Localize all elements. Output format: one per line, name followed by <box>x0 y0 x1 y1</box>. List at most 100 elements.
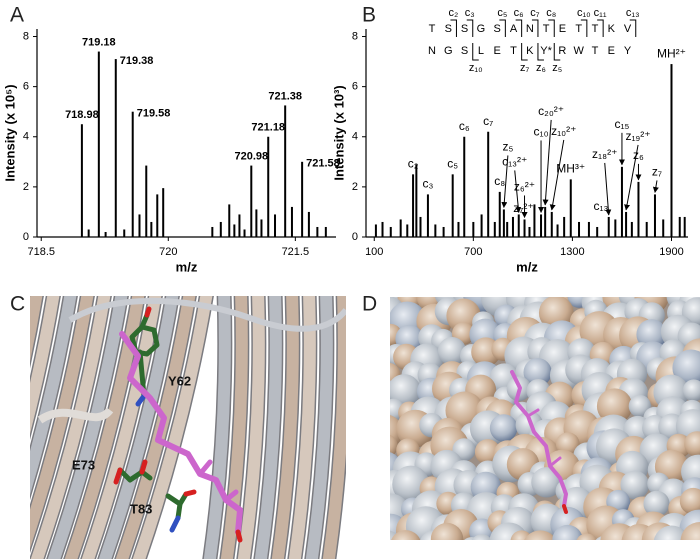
peak <box>419 216 422 237</box>
residue: Y <box>624 45 632 57</box>
ion-label: c₆ <box>459 119 470 133</box>
ion-label: z₁₀²⁺ <box>551 124 576 138</box>
ion-label: z₆²⁺ <box>514 180 535 194</box>
surface-atom <box>684 431 700 457</box>
surface-atom <box>576 533 597 540</box>
residue: Y* <box>540 45 552 57</box>
peak <box>150 221 153 237</box>
y-tick-label: 2 <box>352 181 358 193</box>
peak <box>219 221 222 237</box>
peak <box>284 105 287 237</box>
ion-label: z₇ <box>652 165 662 179</box>
peak <box>637 181 640 237</box>
y-tick-label: 6 <box>23 81 29 93</box>
residue: W <box>574 45 585 57</box>
peak <box>415 164 418 237</box>
ligand <box>510 370 568 508</box>
y-tick-label: 4 <box>352 131 358 143</box>
y-tick-label: 8 <box>23 30 29 42</box>
residue-stick <box>223 489 239 503</box>
residue: L <box>478 45 484 57</box>
peak-label: 721.58 <box>306 158 340 170</box>
peak <box>374 224 377 237</box>
c-bracket <box>450 19 457 37</box>
peak <box>211 226 214 237</box>
peak <box>145 165 148 237</box>
structure-label: E73 <box>72 457 95 472</box>
peak <box>316 226 319 237</box>
c-ion: c₁₀ <box>577 7 591 19</box>
peak <box>472 221 475 237</box>
residue: T <box>510 45 517 57</box>
peak-label: 720.98 <box>234 150 268 162</box>
strand <box>30 296 94 549</box>
surface-atom <box>552 524 583 540</box>
peak <box>301 161 304 237</box>
surface-atom <box>653 525 690 540</box>
ion-arrow <box>549 139 565 211</box>
structure-cartoon <box>0 292 346 559</box>
peak <box>578 221 581 237</box>
x-tick-label: 721.5 <box>282 246 310 258</box>
peak <box>556 224 559 237</box>
ion-arrow <box>624 144 639 211</box>
x-tick-label: 100 <box>365 246 383 258</box>
residue: S <box>461 23 468 35</box>
residue-stick <box>197 459 213 477</box>
peak-label: 719.58 <box>137 108 171 120</box>
residue-stick <box>139 459 148 475</box>
peak <box>442 226 445 237</box>
c-ion: c₁₃ <box>626 7 640 19</box>
residue: N <box>526 23 534 35</box>
peak <box>324 226 327 237</box>
peak <box>653 194 656 237</box>
ion-arrow <box>514 170 522 214</box>
peak <box>255 209 258 237</box>
ion-label: MH²⁺ <box>657 46 686 60</box>
strand <box>0 292 20 559</box>
c-bracket <box>531 19 539 37</box>
ion-arrow <box>604 162 612 216</box>
ion-arrow <box>652 180 659 193</box>
residue: E <box>494 45 501 57</box>
peak <box>114 59 117 237</box>
c-ion: c₁₁ <box>594 7 607 19</box>
peak <box>104 231 107 237</box>
peak <box>540 214 543 237</box>
x-tick-label: 720 <box>159 246 177 258</box>
peak <box>596 226 599 237</box>
residue: N <box>428 45 436 57</box>
strand <box>47 296 128 559</box>
residue-stick <box>183 489 197 497</box>
peak <box>645 221 648 237</box>
peak <box>97 51 100 238</box>
ion-label: c₂₀²⁺ <box>538 104 564 118</box>
surface-atom <box>391 530 421 540</box>
z-ion: z₇ <box>520 62 530 74</box>
peak <box>620 166 623 237</box>
surface-atom <box>523 358 552 387</box>
surface-atom <box>679 487 700 515</box>
z-ion: z₅ <box>552 62 562 74</box>
peak <box>267 136 270 237</box>
c-bracket <box>466 19 474 37</box>
strand <box>322 296 346 559</box>
peak <box>662 219 665 237</box>
peak <box>511 216 514 237</box>
residue-stick <box>129 324 160 357</box>
residue-stick <box>165 491 189 507</box>
ion-label: z₆ <box>633 148 644 162</box>
z-bracket <box>553 43 561 61</box>
strand <box>203 296 231 559</box>
residue: S <box>445 23 452 35</box>
peak <box>228 204 231 237</box>
surface-atom <box>390 434 398 458</box>
panel-label: A <box>10 4 24 27</box>
residue-stick <box>235 529 243 543</box>
peak <box>480 214 483 237</box>
z-bracket <box>472 43 479 61</box>
residue: T <box>429 23 436 35</box>
ion-label: z₇²⁺ <box>513 201 533 215</box>
residue: T <box>592 23 599 35</box>
